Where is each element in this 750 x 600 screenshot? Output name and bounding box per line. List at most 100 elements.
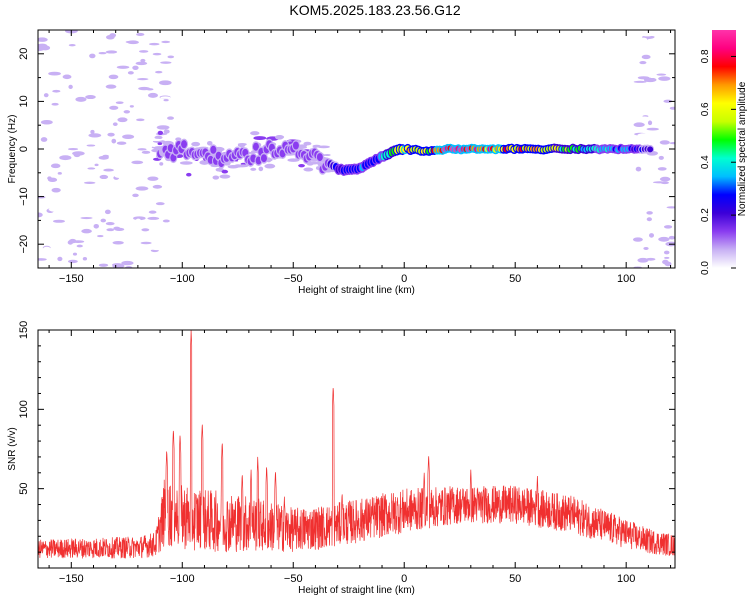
- heatmap-cell: [94, 163, 99, 167]
- heatmap-cell: [154, 135, 163, 140]
- x-tick-label: −50: [284, 573, 303, 585]
- heatmap-cell: [111, 138, 117, 144]
- heatmap-cell: [206, 140, 213, 146]
- heatmap-cell: [123, 110, 131, 114]
- heatmap-cell: [72, 252, 78, 256]
- heatmap-cell: [73, 152, 81, 158]
- heatmap-cell: [105, 84, 117, 89]
- heatmap-cell: [51, 102, 59, 106]
- heatmap-cell: [260, 154, 267, 163]
- heatmap-cell: [162, 186, 168, 191]
- colorbar-gradient: [712, 30, 736, 268]
- heatmap-cell: [136, 78, 149, 81]
- heatmap-cell: [49, 207, 59, 212]
- heatmap-cell: [52, 89, 61, 93]
- heatmap-cell: [652, 181, 666, 184]
- heatmap-cell: [275, 134, 284, 140]
- bottom-x-axis: −150 −100 −50 0 50 100 Height of straight line…: [48, 330, 672, 596]
- y-tick-label: −20: [18, 235, 30, 254]
- heatmap-cell: [127, 97, 140, 102]
- heatmap-cell: [649, 233, 655, 238]
- heatmap-cell: [106, 147, 118, 152]
- heatmap-cell: [645, 257, 656, 261]
- heatmap-cell: [250, 167, 257, 171]
- heatmap-cell: [115, 101, 124, 104]
- heatmap-cell: [141, 228, 150, 232]
- heatmap-cell: [181, 140, 188, 149]
- heatmap-cell: [632, 237, 643, 242]
- heatmap-cell: [100, 218, 107, 223]
- y-tick-label: 20: [18, 48, 30, 60]
- heatmap-cell: [147, 216, 160, 220]
- heatmap-cell: [89, 53, 96, 59]
- colorbar-tick-label: 0.8: [700, 49, 711, 63]
- heatmap-cell: [120, 237, 134, 242]
- heatmap-cell: [121, 260, 134, 266]
- heatmap-cell: [210, 145, 217, 154]
- colorbar-tick-label: 0.2: [700, 208, 711, 222]
- x-tick-label: 50: [509, 273, 521, 285]
- heatmap-cell: [80, 216, 93, 220]
- heatmap-cell: [76, 244, 83, 248]
- heatmap-cell: [67, 147, 79, 151]
- figure-title: KOM5.2025.183.23.56.G12: [289, 2, 461, 18]
- heatmap-cell: [114, 174, 126, 179]
- heatmap-cell: [664, 256, 670, 259]
- heatmap-cell: [162, 194, 170, 199]
- heatmap-cell: [163, 98, 169, 102]
- heatmap-cell: [38, 175, 49, 178]
- y-tick-label: −10: [18, 187, 30, 206]
- heatmap-cell: [38, 37, 48, 42]
- heatmap-cell: [140, 241, 152, 245]
- heatmap-cell: [86, 144, 96, 147]
- heatmap-cell: [50, 163, 61, 169]
- heatmap-cell: [147, 92, 158, 98]
- heatmap-cell: [186, 172, 192, 177]
- y-tick-label: 10: [18, 95, 30, 107]
- heatmap-cell: [65, 189, 71, 194]
- heatmap-cell: [112, 122, 118, 126]
- heatmap-cell: [250, 131, 260, 136]
- heatmap-cell: [38, 212, 43, 218]
- heatmap-cell: [665, 105, 671, 109]
- heatmap-cell: [99, 174, 109, 180]
- heatmap-cell: [643, 246, 649, 250]
- heatmap-cell: [145, 262, 158, 267]
- colorbar: 0.0 0.2 0.4 0.6 0.8 Normalized spectral ampli…: [700, 30, 748, 275]
- heatmap-cell: [136, 32, 145, 36]
- heatmap-cell: [106, 228, 115, 232]
- heatmap-cell: [133, 216, 146, 221]
- heatmap-cell: [43, 93, 49, 98]
- bottom-plot-frame: [37, 329, 676, 569]
- heatmap-cell: [669, 106, 675, 110]
- heatmap-cell: [131, 160, 144, 165]
- heatmap-cell: [643, 77, 657, 83]
- y-axis-label: Frequency (Hz): [7, 115, 18, 184]
- heatmap-cell: [40, 120, 53, 125]
- heatmap-cell: [664, 47, 670, 51]
- heatmap-cell: [59, 155, 72, 161]
- heatmap-cell: [219, 174, 231, 179]
- heatmap-cell: [316, 153, 323, 162]
- heatmap-cell: [664, 261, 672, 267]
- heatmap-cell: [637, 225, 643, 229]
- heatmap-cell: [298, 163, 305, 168]
- top-y-axis: −20 −10 0 10 20 Frequency (Hz): [7, 29, 675, 269]
- heatmap-cell: [152, 184, 163, 189]
- x-tick-label: −100: [170, 573, 195, 585]
- heatmap-cell: [165, 92, 173, 95]
- heatmap-cell: [68, 84, 73, 89]
- heatmap-cell: [101, 199, 106, 204]
- heatmap-cell: [264, 163, 276, 169]
- heatmap-cell: [127, 40, 139, 45]
- heatmap-cell: [132, 65, 139, 70]
- heatmap-cell: [57, 172, 62, 175]
- heatmap-cell: [144, 163, 150, 166]
- heatmap-cell: [159, 162, 164, 166]
- y-axis-label: SNR (v/v): [7, 427, 18, 470]
- heatmap-cell: [303, 167, 314, 172]
- heatmap-cell: [116, 141, 127, 145]
- x-tick-label: 100: [617, 273, 635, 285]
- heatmap-cell: [147, 118, 158, 123]
